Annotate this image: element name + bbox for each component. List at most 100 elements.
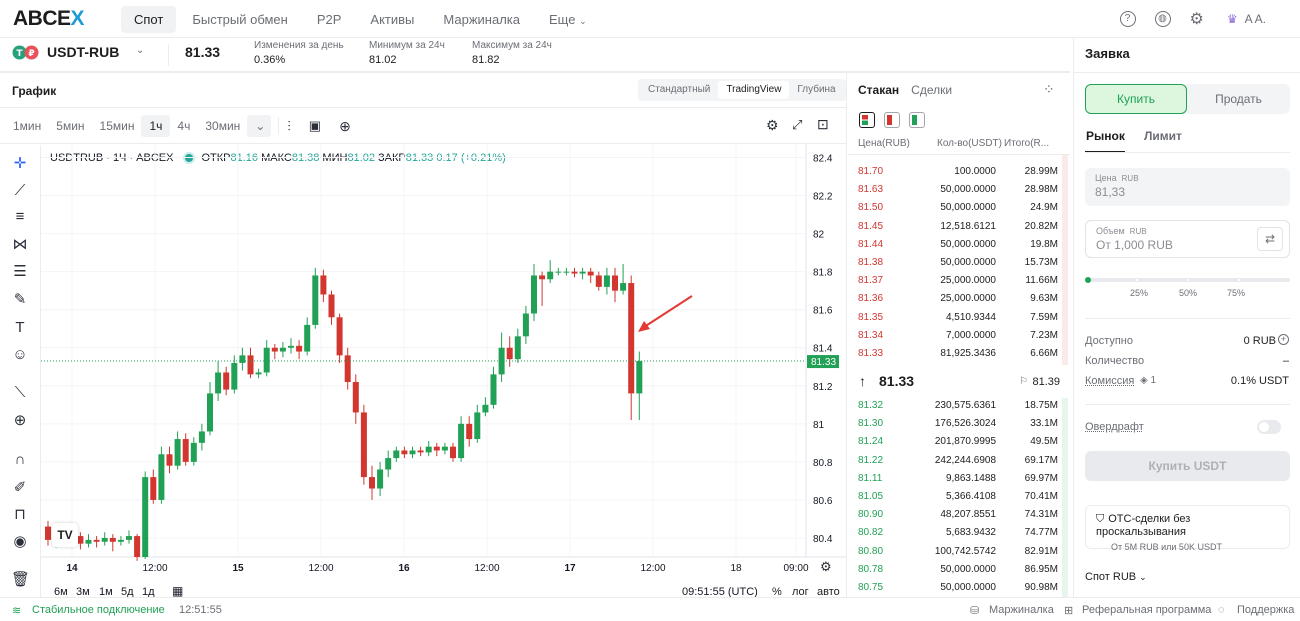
zoom-in-icon[interactable]: ⊕: [13, 412, 27, 429]
bid-row[interactable]: 81.32 230,575.6361 18.75M: [848, 397, 1060, 415]
range-6m[interactable]: 6м: [54, 586, 68, 598]
bid-row[interactable]: 81.24 201,870.9995 49.5M: [848, 433, 1060, 451]
tf-1m[interactable]: 1мин: [13, 119, 42, 133]
bid-row[interactable]: 80.78 50,000.0000 86.95M: [848, 561, 1060, 579]
tf-15m[interactable]: 15мин: [99, 119, 135, 133]
log-toggle[interactable]: лог: [792, 586, 809, 598]
ask-row[interactable]: 81.44 50,000.0000 19.8M: [848, 236, 1060, 254]
buy-usdt-button[interactable]: Купить USDT: [1085, 451, 1290, 481]
candles-type-icon[interactable]: ⫶: [287, 117, 291, 134]
slider-mark-75[interactable]: 75%: [1227, 288, 1246, 298]
orderbook-view-asks-icon[interactable]: [884, 112, 900, 128]
overdraft-label[interactable]: Овердрафт: [1085, 421, 1144, 433]
bid-row[interactable]: 81.30 176,526.3024 33.1M: [848, 415, 1060, 433]
fee-label[interactable]: Комиссия: [1085, 375, 1135, 387]
tf-4h[interactable]: 4ч: [177, 119, 191, 133]
ask-row[interactable]: 81.37 25,000.0000 11.66M: [848, 272, 1060, 290]
price-chart[interactable]: 82.4 82.2 82 81.8 81.6 81.4 81.2 81 80.8 80.6 80.4…: [41, 144, 846, 597]
slider-mark-25[interactable]: 25%: [1130, 288, 1149, 298]
volume-input[interactable]: От 1,000 RUB: [1096, 238, 1173, 252]
volume-field[interactable]: Объем RUB От 1,000 RUB ⇄: [1085, 220, 1290, 258]
ask-row[interactable]: 81.38 50,000.0000 15.73M: [848, 254, 1060, 272]
status-support-link[interactable]: Поддержка: [1237, 604, 1295, 616]
crosshair-icon[interactable]: ✛: [13, 155, 27, 172]
nav-p2p[interactable]: P2P: [316, 12, 342, 27]
range-1m[interactable]: 1м: [99, 586, 113, 598]
nav-margin[interactable]: Маржиналка: [443, 12, 520, 27]
calendar-icon[interactable]: ▦: [172, 584, 184, 598]
ask-row[interactable]: 81.34 7,000.0000 7.23M: [848, 327, 1060, 345]
pattern-icon[interactable]: ⋈: [12, 236, 28, 253]
ask-row[interactable]: 81.50 50,000.0000 24.9M: [848, 199, 1060, 217]
status-referral-link[interactable]: Реферальная программа: [1082, 604, 1212, 616]
tab-tradingview[interactable]: TradingView: [718, 81, 790, 99]
nav-quick-exchange[interactable]: Быстрый обмен: [192, 12, 288, 27]
bid-row[interactable]: 80.90 48,207.8551 74.31M: [848, 506, 1060, 524]
amount-slider[interactable]: [1085, 276, 1290, 284]
camera-icon[interactable]: ⊡: [817, 116, 829, 132]
add-compare-icon[interactable]: ⊕: [339, 117, 351, 134]
fullscreen-icon[interactable]: ⤢: [792, 117, 803, 132]
sell-tab-button[interactable]: Продать: [1215, 92, 1262, 106]
bid-row[interactable]: 80.80 100,742.5742 82.91M: [848, 543, 1060, 561]
indicators-icon[interactable]: ▣: [308, 118, 322, 133]
otc-banner[interactable]: ⛉ ОТС-сделки без проскальзывания От 5M RU…: [1085, 505, 1290, 552]
status-margin-link[interactable]: Маржиналка: [989, 604, 1054, 616]
buy-tab-button[interactable]: Купить: [1085, 84, 1187, 114]
ask-row[interactable]: 81.63 50,000.0000 28.98M: [848, 181, 1060, 199]
auto-toggle[interactable]: авто: [817, 586, 840, 598]
bid-row[interactable]: 81.05 5,366.4108 70.41M: [848, 488, 1060, 506]
nav-more[interactable]: Еще ⌄: [536, 6, 600, 33]
emoji-icon[interactable]: ☺: [12, 346, 28, 363]
range-5d[interactable]: 5д: [121, 586, 134, 598]
orderbook-layout-icon[interactable]: ⁘: [1043, 81, 1055, 97]
order-type-limit[interactable]: Лимит: [1144, 129, 1182, 143]
percent-toggle[interactable]: %: [772, 586, 782, 598]
horizontal-lines-icon[interactable]: ≡: [15, 208, 25, 225]
order-type-market[interactable]: Рынок: [1086, 129, 1125, 143]
tf-5m[interactable]: 5мин: [56, 119, 85, 133]
pair-symbol[interactable]: USDT-RUB: [47, 44, 120, 60]
brush-icon[interactable]: ✎: [13, 291, 27, 308]
overdraft-toggle[interactable]: [1257, 420, 1281, 434]
slider-mark-50[interactable]: 50%: [1179, 288, 1198, 298]
tab-trades[interactable]: Сделки: [911, 83, 953, 97]
orderbook-view-both-icon[interactable]: [859, 112, 875, 128]
eye-icon[interactable]: ◉: [13, 533, 27, 550]
timeframe-dropdown-icon[interactable]: ⌄: [247, 115, 272, 137]
tf-30m[interactable]: 30мин: [205, 119, 241, 133]
bid-row[interactable]: 80.75 50,000.0000 90.98M: [848, 579, 1060, 597]
ask-row[interactable]: 81.70 100.0000 28.99M: [848, 163, 1060, 181]
ask-row[interactable]: 81.45 12,518.6121 20.82M: [848, 218, 1060, 236]
gear-icon[interactable]: ⚙: [1189, 11, 1204, 28]
magnet-icon[interactable]: ∩: [14, 451, 26, 468]
nav-assets[interactable]: Активы: [370, 12, 415, 27]
trend-line-icon[interactable]: ⟋: [14, 182, 26, 199]
tab-standard[interactable]: Стандартный: [648, 84, 711, 95]
tf-1h[interactable]: 1ч: [141, 115, 171, 137]
bid-row[interactable]: 81.11 9,863.1488 69.97M: [848, 470, 1060, 488]
bid-row[interactable]: 80.82 5,683.9432 74.77M: [848, 524, 1060, 542]
nav-spot[interactable]: Спот: [121, 6, 177, 33]
range-3m[interactable]: 3м: [76, 586, 90, 598]
text-tool-icon[interactable]: T: [15, 319, 25, 336]
abcex-logo[interactable]: ABCEX: [13, 7, 85, 30]
lock-icon[interactable]: ⊓: [14, 506, 26, 523]
orderbook-view-bids-icon[interactable]: [909, 112, 925, 128]
chart-settings-gear-icon[interactable]: ⚙: [820, 559, 832, 574]
lock-drawing-icon[interactable]: ✐: [13, 479, 27, 496]
settings-icon[interactable]: ⚙: [766, 117, 779, 133]
ask-row[interactable]: 81.36 25,000.0000 9.63M: [848, 290, 1060, 308]
tab-depth[interactable]: Глубина: [797, 84, 836, 95]
ruler-icon[interactable]: ⟍: [14, 384, 26, 401]
pair-selector-chevron-icon[interactable]: ⌄: [136, 45, 145, 56]
help-icon[interactable]: ?: [1119, 11, 1136, 27]
user-menu[interactable]: ♛ A A.: [1227, 12, 1266, 26]
trash-icon[interactable]: 🗑: [11, 571, 31, 588]
fib-icon[interactable]: ☰: [13, 263, 27, 280]
spot-balance-select[interactable]: Спот RUB ⌄: [1085, 571, 1147, 583]
deposit-plus-icon[interactable]: +: [1278, 334, 1289, 345]
ask-row[interactable]: 81.35 4,510.9344 7.59M: [848, 309, 1060, 327]
globe-icon[interactable]: ◍: [1154, 11, 1171, 27]
ask-row[interactable]: 81.33 81,925.3436 6.66M: [848, 345, 1060, 363]
